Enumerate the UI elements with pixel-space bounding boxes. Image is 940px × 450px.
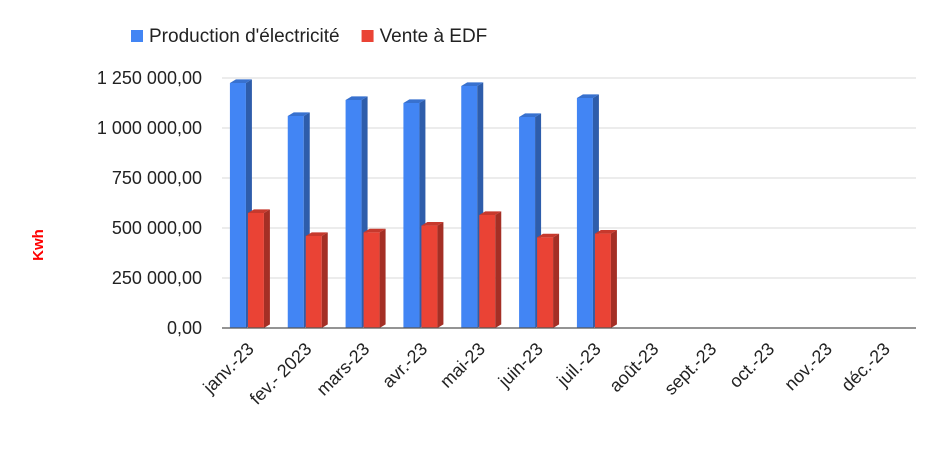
x-tick-label: fev.- 2023	[246, 339, 316, 409]
bar-vente	[421, 225, 438, 328]
bar-side	[553, 233, 560, 328]
x-tick-label: déc.-23	[837, 339, 894, 396]
x-tick-label: juin-23	[494, 339, 547, 392]
bar-top	[247, 209, 270, 213]
bar-vente	[594, 233, 611, 328]
bar-top	[363, 228, 386, 233]
legend-label: Vente à EDF	[380, 26, 488, 47]
y-tick-label: 500 000,00	[112, 218, 202, 238]
bar-top	[594, 230, 617, 234]
y-tick-label: 1 250 000,00	[97, 68, 202, 88]
bar-side	[495, 211, 502, 328]
bar-top	[479, 211, 502, 215]
bar-production	[403, 103, 420, 328]
bar-top	[537, 233, 560, 238]
bar-production	[576, 98, 593, 328]
y-tick-label: 250 000,00	[112, 268, 202, 288]
bar-top	[576, 94, 599, 98]
bar-top	[345, 96, 368, 100]
bar-vente	[305, 236, 322, 328]
bar-production	[519, 117, 536, 328]
x-tick-label: avr.-23	[378, 339, 431, 392]
x-tick-label: oct.-23	[725, 339, 778, 392]
bar-top	[461, 82, 484, 86]
x-tick-label: janv.-23	[199, 339, 258, 398]
legend-swatch	[131, 30, 143, 42]
bars	[229, 79, 617, 329]
bar-side	[263, 209, 270, 328]
y-tick-label: 1 000 000,00	[97, 118, 202, 138]
bar-top	[229, 79, 252, 83]
y-axis-label: Kwh	[30, 229, 47, 261]
y-tick-label: 0,00	[167, 318, 202, 338]
bar-top	[403, 99, 426, 103]
bar-vente	[537, 237, 554, 328]
legend: Production d'électricité Vente à EDF	[131, 26, 487, 47]
x-tick-label: juil.-23	[552, 339, 604, 391]
bar-production	[461, 86, 478, 328]
bar-production	[345, 100, 362, 328]
bar-side	[379, 228, 386, 328]
y-tick-label: 750 000,00	[112, 168, 202, 188]
bar-vente	[479, 215, 496, 328]
x-tick-label: nov.-23	[780, 339, 836, 395]
bar-vente	[363, 232, 380, 328]
x-tick-label: août-23	[605, 339, 662, 396]
bar-side	[437, 222, 444, 328]
bar-top	[421, 222, 444, 226]
bar-top	[305, 232, 328, 236]
gridlines	[222, 77, 916, 279]
bar-top	[519, 113, 542, 117]
legend-label: Production d'électricité	[149, 26, 340, 47]
x-tick-label: sept.-23	[660, 339, 720, 399]
x-tick-label: mai-23	[436, 339, 489, 392]
bar-side	[610, 230, 617, 328]
bar-production	[229, 83, 246, 328]
x-tick-label: mars-23	[313, 339, 374, 400]
bar-production	[287, 116, 304, 328]
bar-top	[287, 112, 310, 116]
bar-side	[321, 232, 328, 328]
bar-vente	[247, 213, 264, 328]
axes: 0,00 250 000,00 500 000,00 750 000,00 1 000 …	[97, 68, 916, 408]
legend-swatch	[361, 30, 374, 42]
